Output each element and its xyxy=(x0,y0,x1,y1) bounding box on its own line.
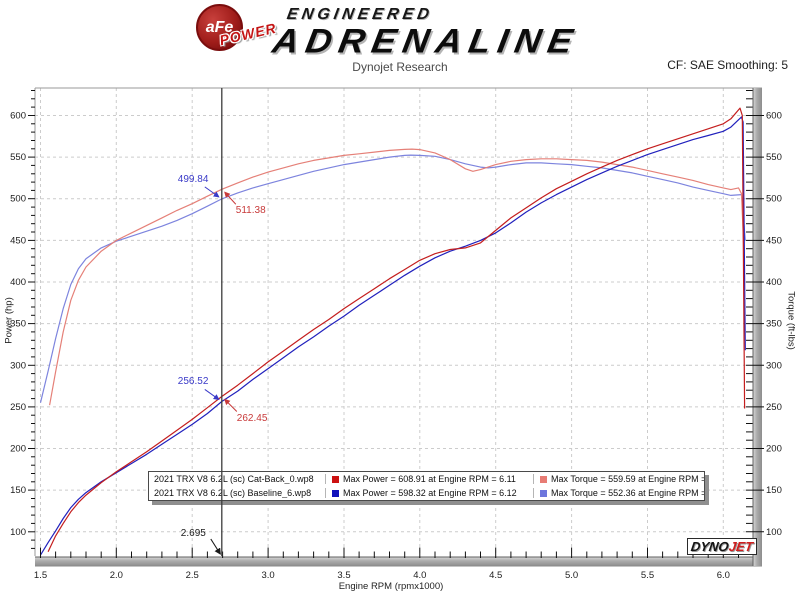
y-tick-label-torque: 100 xyxy=(766,527,782,538)
y-tick-label-power: 600 xyxy=(10,111,26,122)
legend-box: 2021 TRX V8 6.2L (sc) Cat-Back_0.wp8 Max… xyxy=(148,471,705,501)
y-tick-label-torque: 500 xyxy=(766,194,782,205)
legend-max-torque: Max Torque = 552.36 at Engine RPM = 3.94 xyxy=(534,488,704,498)
x-tick-label: 4.5 xyxy=(489,570,502,581)
y-tick-label-torque: 150 xyxy=(766,485,782,496)
legend-max-torque-text: Max Torque = 552.36 at Engine RPM = 3.94 xyxy=(551,488,704,498)
y-tick-label-torque: 550 xyxy=(766,152,782,163)
y-tick-label-torque: 350 xyxy=(766,319,782,330)
y-tick-label-power: 200 xyxy=(10,444,26,455)
x-tick-label: 5.5 xyxy=(641,570,654,581)
legend-max-power: Max Power = 598.32 at Engine RPM = 6.12 xyxy=(326,488,534,498)
y-tick-label-power: 350 xyxy=(10,319,26,330)
cursor-rpm-label: 2.695 xyxy=(180,528,206,539)
x-tick-label: 3.5 xyxy=(337,570,350,581)
y-tick-label-power: 500 xyxy=(10,194,26,205)
power-swatch-baseline xyxy=(332,489,339,497)
legend-row-catback: 2021 TRX V8 6.2L (sc) Cat-Back_0.wp8 Max… xyxy=(149,472,704,486)
y-tick-label-power: 300 xyxy=(10,360,26,371)
curve-torque_catback xyxy=(49,148,745,406)
smoothing-setting-label: CF: SAE Smoothing: 5 xyxy=(667,58,788,72)
legend-max-power-text: Max Power = 608.91 at Engine RPM = 6.11 xyxy=(343,474,516,484)
x-tick-label: 6.0 xyxy=(717,570,730,581)
legend-max-power: Max Power = 608.91 at Engine RPM = 6.11 xyxy=(326,474,534,484)
legend-max-power-text: Max Power = 598.32 at Engine RPM = 6.12 xyxy=(343,488,517,498)
x-tick-label: 3.0 xyxy=(261,570,274,581)
y-tick-label-torque: 250 xyxy=(766,402,782,413)
y-tick-label-torque: 200 xyxy=(766,444,782,455)
legend-run-name: 2021 TRX V8 6.2L (sc) Baseline_6.wp8 xyxy=(149,488,326,498)
curve-power_catback xyxy=(47,107,746,553)
callout-power-baseline: 256.52 xyxy=(177,376,209,388)
y-tick-label-power: 250 xyxy=(10,402,26,413)
y-tick-label-power: 450 xyxy=(10,235,26,246)
y-tick-label-power: 400 xyxy=(10,277,26,288)
y-tick-label-power: 100 xyxy=(10,527,26,538)
y-tick-label-torque: 400 xyxy=(766,277,782,288)
y-tick-label-torque: 450 xyxy=(766,235,782,246)
x-tick-label: 2.5 xyxy=(186,570,199,581)
x-tick-label: 5.0 xyxy=(565,570,578,581)
legend-max-torque: Max Torque = 559.59 at Engine RPM = 3.95 xyxy=(534,474,704,484)
callout-torque-catback: 511.38 xyxy=(235,205,266,217)
callout-power-catback: 262.45 xyxy=(236,412,268,424)
power-swatch-catback xyxy=(332,475,339,483)
y-tick-label-power: 550 xyxy=(10,152,26,163)
x-axis-title-rpm: Engine RPM (rpmx1000) xyxy=(338,581,444,592)
curve-power_baseline xyxy=(39,116,746,556)
dynojet-research-label: Dynojet Research xyxy=(352,60,448,74)
x-axis-bar xyxy=(35,557,762,566)
y-tick-label-torque: 600 xyxy=(766,111,782,122)
x-tick-label: 4.0 xyxy=(413,570,426,581)
y-tick-label-power: 150 xyxy=(10,485,26,496)
afe-power-logo: aFe xyxy=(196,4,243,51)
torque-swatch-catback xyxy=(540,475,547,483)
torque-swatch-baseline xyxy=(540,489,547,497)
x-tick-label: 2.0 xyxy=(110,570,123,581)
y-axis-title-torque: Torque (ft-lbs) xyxy=(785,291,797,350)
dynojet-watermark-dyno: DYNO xyxy=(690,539,730,554)
dynojet-watermark-jet: JET xyxy=(727,539,754,554)
curve-torque_baseline xyxy=(39,154,746,403)
legend-run-name: 2021 TRX V8 6.2L (sc) Cat-Back_0.wp8 xyxy=(149,474,326,484)
legend-row-baseline: 2021 TRX V8 6.2L (sc) Baseline_6.wp8 Max… xyxy=(149,486,704,500)
y-tick-label-torque: 300 xyxy=(766,360,782,371)
callout-torque-baseline: 499.84 xyxy=(177,173,209,185)
dynojet-watermark: DYNO JET xyxy=(687,538,757,555)
right-axis-bar xyxy=(753,88,762,566)
y-axis-title-power: Power (hp) xyxy=(3,297,15,344)
legend-max-torque-text: Max Torque = 559.59 at Engine RPM = 3.95 xyxy=(551,474,704,484)
afe-logo-text: aFe xyxy=(205,18,234,36)
x-tick-label: 1.5 xyxy=(34,570,47,581)
